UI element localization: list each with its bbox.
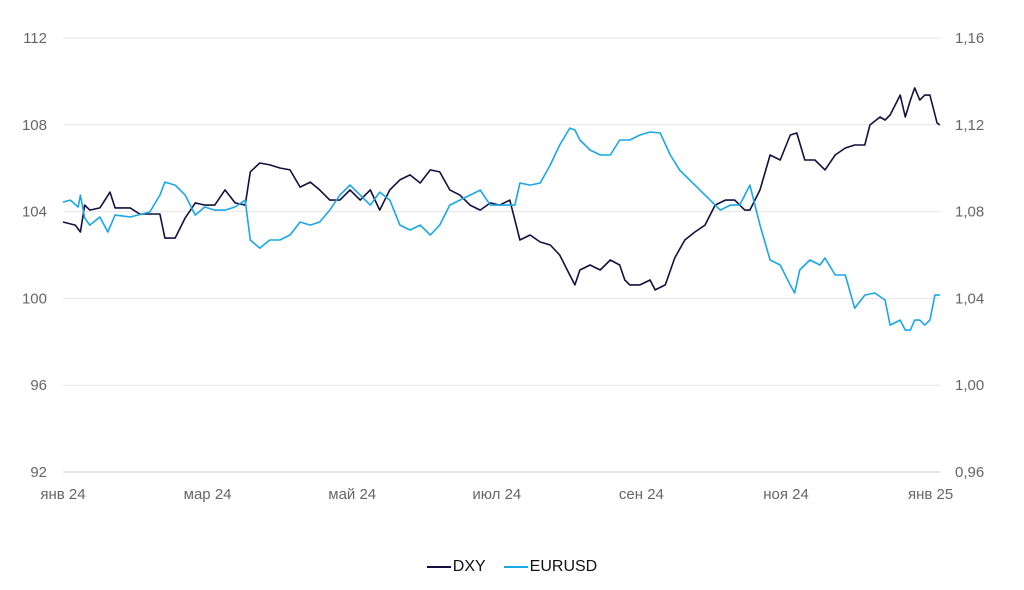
left-tick-label: 112: [23, 30, 47, 47]
left-tick-label: 104: [22, 204, 47, 221]
x-tick-label: янв 25: [908, 486, 953, 503]
x-tick-label: сен 24: [619, 486, 664, 503]
x-tick-label: июл 24: [472, 486, 521, 503]
legend-label: EURUSD: [529, 558, 598, 575]
series-lines: [62, 87, 941, 331]
left-tick-label: 108: [22, 117, 47, 134]
left-tick-label: 100: [22, 290, 47, 307]
right-tick-label: 1,12: [955, 117, 984, 134]
legend-item-dxy[interactable]: DXY: [426, 558, 486, 576]
right-tick-label: 1,00: [955, 377, 984, 394]
left-tick-label: 96: [30, 377, 47, 394]
legend-swatch-eurusd: [503, 566, 528, 568]
left-tick-label: 92: [30, 464, 47, 481]
x-axis-ticks: янв 24 мар 24 май 24 июл 24 сен 24 ноя 24 янв …: [40, 486, 953, 503]
legend-label: DXY: [452, 558, 486, 575]
legend: DXY EURUSD: [0, 558, 1024, 576]
series-line-dxy: [62, 87, 941, 291]
legend-item-eurusd[interactable]: EURUSD: [503, 558, 598, 576]
left-axis-ticks: 92 96 100 104 108 112: [22, 30, 47, 481]
right-tick-label: 1,04: [955, 290, 984, 307]
right-tick-label: 1,16: [955, 30, 984, 47]
x-tick-label: мар 24: [184, 486, 232, 503]
series-line-eurusd: [62, 127, 940, 331]
right-tick-label: 1,08: [955, 204, 984, 221]
x-tick-label: май 24: [328, 486, 376, 503]
right-tick-label: 0,96: [955, 464, 984, 481]
gridlines: [63, 37, 940, 473]
legend-swatch-dxy: [426, 566, 451, 568]
right-axis-ticks: 0,96 1,00 1,04 1,08 1,12 1,16: [955, 30, 984, 481]
x-tick-label: ноя 24: [763, 486, 809, 503]
x-tick-label: янв 24: [40, 486, 85, 503]
